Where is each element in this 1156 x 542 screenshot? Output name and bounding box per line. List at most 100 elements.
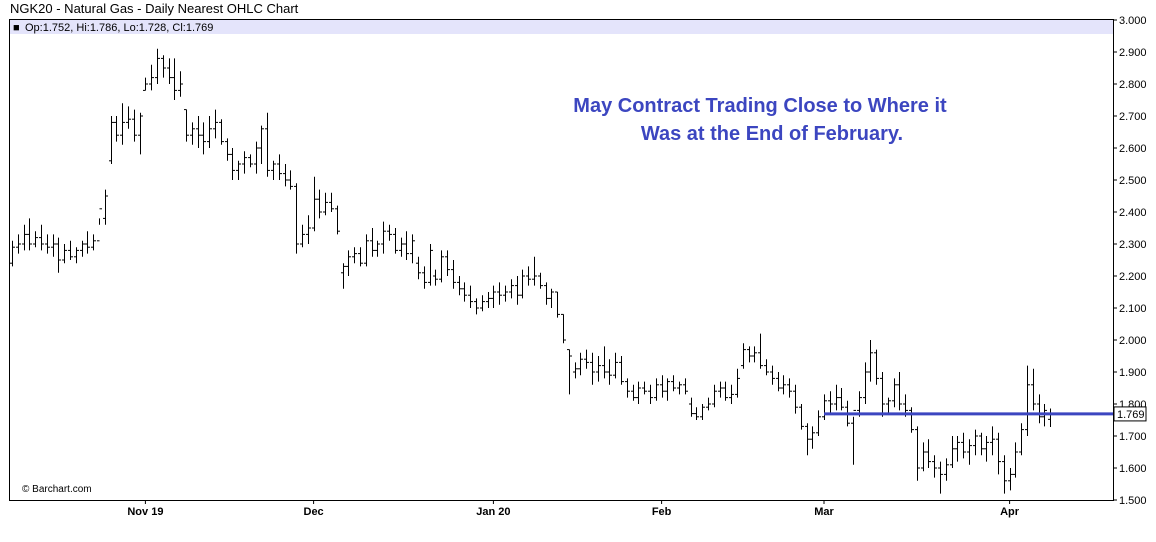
x-axis: Nov 19 Dec Jan 20 Feb Mar Apr xyxy=(127,500,1020,518)
ohlc-bar xyxy=(631,384,636,401)
y-tick-label: 1.700 xyxy=(1119,431,1147,443)
ohlc-bar xyxy=(1025,365,1030,436)
ohlc-bar xyxy=(132,109,137,142)
ohlc-bar xyxy=(317,189,322,219)
ohlc-bar xyxy=(109,116,114,164)
ohlc-bar xyxy=(196,116,201,148)
ohlc-bar xyxy=(51,234,56,257)
x-tick-label: Mar xyxy=(814,506,834,518)
ohlc-bar xyxy=(532,256,537,286)
ohlc-bar xyxy=(68,240,73,260)
ohlc-bar xyxy=(364,234,369,267)
ohlc-bar xyxy=(828,391,833,414)
ohlc-bar xyxy=(468,285,473,308)
ohlc-bar xyxy=(120,103,125,145)
ohlc-bar xyxy=(909,407,914,433)
ohlc-bar xyxy=(22,224,27,251)
ohlc-bar xyxy=(207,116,212,148)
ohlc-bar xyxy=(729,384,734,404)
x-tick-label: Feb xyxy=(652,506,672,518)
ohlc-bar xyxy=(544,282,549,305)
ohlc-bar xyxy=(422,266,427,289)
ohlc-bar xyxy=(886,397,891,414)
ohlc-bar xyxy=(358,247,363,267)
ohlc-bar xyxy=(805,423,810,456)
ohlc-bar xyxy=(596,356,601,382)
ohlc-bar xyxy=(752,346,757,363)
ohlc-bar xyxy=(555,291,560,318)
x-tick-label: Apr xyxy=(1000,506,1020,518)
y-tick-label: 2.800 xyxy=(1119,79,1147,91)
ohlc-bar xyxy=(799,404,804,430)
reference-line-group: 1.769 xyxy=(824,406,1147,422)
y-tick-label: 2.200 xyxy=(1119,271,1147,283)
ohlc-bar xyxy=(718,381,723,398)
ohlc-bar xyxy=(283,164,288,187)
x-tick-label: Nov 19 xyxy=(127,506,163,518)
x-tick-label: Dec xyxy=(304,506,324,518)
ohlc-bar xyxy=(277,154,282,180)
ohlc-bar xyxy=(602,346,607,379)
y-tick-label: 3.000 xyxy=(1119,15,1147,27)
ohlc-bar xyxy=(33,231,38,248)
ohlc-bar xyxy=(375,240,380,257)
ohlc-bar xyxy=(526,266,531,286)
ohlc-bar xyxy=(149,64,154,91)
ohlc-bar xyxy=(776,372,781,392)
ohlc-bar xyxy=(683,378,688,395)
ohlc-bar xyxy=(271,160,276,180)
ohlc-bar xyxy=(155,48,160,84)
ohlc-bar xyxy=(816,410,821,436)
y-tick-label: 2.300 xyxy=(1119,239,1147,251)
ohlc-bar xyxy=(300,224,305,248)
ohlc-bar xyxy=(341,263,346,289)
y-tick-label: 1.900 xyxy=(1119,367,1147,379)
ohlc-bar xyxy=(926,439,931,468)
ohlc-bar xyxy=(880,372,885,417)
ohlc-bar xyxy=(932,455,937,478)
x-tick-label: Jan 20 xyxy=(476,506,510,518)
ohlc-bar xyxy=(387,224,392,241)
ohlc-bar xyxy=(613,352,618,379)
ohlc-bar xyxy=(138,112,143,155)
ohlc-bar xyxy=(497,282,502,305)
ohlc-bar xyxy=(45,234,50,254)
ohlc-bar xyxy=(178,71,183,97)
ohlc-bar xyxy=(352,247,357,264)
ohlc-bar xyxy=(822,394,827,420)
ohlc-bar xyxy=(312,176,317,232)
ohlc-bar xyxy=(1008,468,1013,491)
ohlc-bar xyxy=(1019,423,1024,456)
ohlc-bar xyxy=(399,237,404,257)
ohlc-bar xyxy=(590,352,595,385)
ohlc-bar xyxy=(404,231,409,260)
ohlc-bar xyxy=(451,260,456,289)
ohlc-bars xyxy=(10,48,1053,494)
ohlc-bar xyxy=(248,154,253,168)
ohlc-bar xyxy=(306,215,311,244)
ohlc-bar xyxy=(294,183,299,254)
ohlc-bar xyxy=(636,381,641,404)
ohlc-bar xyxy=(219,119,224,145)
ohlc-bar xyxy=(625,378,630,398)
ohlc-bar xyxy=(62,244,67,264)
ohlc-bar xyxy=(897,372,902,411)
ohlc-bar xyxy=(741,343,746,369)
ohlc-bar xyxy=(567,349,572,395)
legend-values: Op:1.752, Hi:1.786, Lo:1.728, Cl:1.769 xyxy=(25,22,213,34)
ohlc-bar xyxy=(549,288,554,308)
ohlc-bar xyxy=(457,276,462,296)
ohlc-bar xyxy=(955,436,960,462)
ohlc-bar xyxy=(863,362,868,404)
ohlc-bar xyxy=(213,109,218,139)
y-tick-label: 2.600 xyxy=(1119,143,1147,155)
ohlc-bar xyxy=(329,192,334,212)
ohlc-bar xyxy=(201,122,206,155)
ohlc-bar xyxy=(259,125,264,164)
ohlc-bar xyxy=(520,269,525,299)
ohlc-bar xyxy=(74,247,79,264)
ohlc-bar xyxy=(39,224,44,251)
ohlc-bar xyxy=(619,356,624,385)
ohlc-bar xyxy=(973,429,978,456)
